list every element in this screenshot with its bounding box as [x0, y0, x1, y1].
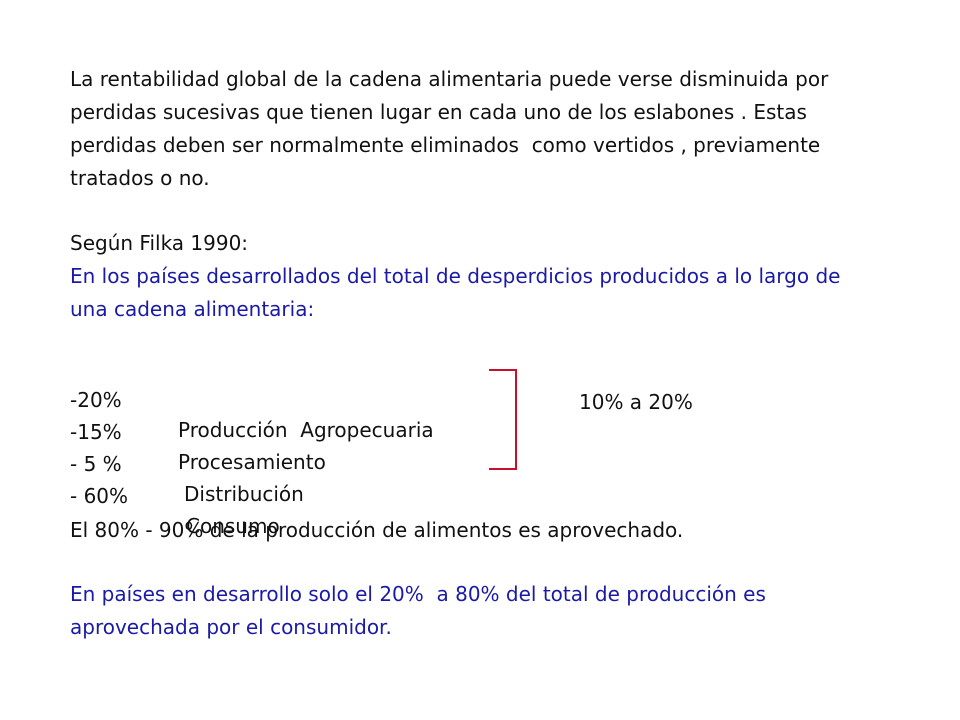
developed-intro-line: una cadena alimentaria:: [70, 297, 315, 321]
source-citation: Según Filka 1990:: [70, 231, 249, 255]
developing-line: En países en desarrollo solo el 20% a 80…: [70, 582, 766, 606]
waste-item: - 5 % Distribución: [70, 419, 470, 539]
waste-pct: -20%: [70, 388, 122, 412]
bracket-range-label: 10% a 20%: [579, 390, 693, 414]
paragraph-line: perdidas sucesivas que tienen lugar en c…: [70, 100, 807, 124]
waste-pct: - 60%: [70, 484, 129, 508]
developed-intro-line: En los países desarrollados del total de…: [70, 264, 841, 288]
slide-content: La rentabilidad global de la cadena alim…: [70, 0, 910, 720]
waste-pct: - 5 %: [70, 452, 122, 476]
waste-item: -15% Procesamiento: [70, 387, 470, 507]
waste-stage: Distribución: [184, 482, 304, 506]
range-bracket: [489, 369, 517, 470]
waste-item: -20% Producción Agropecuaria: [70, 355, 470, 475]
paragraph-line: tratados o no.: [70, 166, 210, 190]
waste-stage: Consumo: [186, 514, 280, 538]
waste-stage: Producción Agropecuaria: [178, 418, 434, 442]
waste-pct: -15%: [70, 420, 122, 444]
summary-line: El 80% - 90% de la producción de aliment…: [70, 518, 684, 542]
paragraph-line: perdidas deben ser normalmente eliminado…: [70, 133, 821, 157]
developing-line: aprovechada por el consumidor.: [70, 615, 392, 639]
waste-item: - 60% Consumo: [70, 451, 470, 571]
waste-stage: Procesamiento: [178, 450, 326, 474]
paragraph-line: La rentabilidad global de la cadena alim…: [70, 67, 829, 91]
